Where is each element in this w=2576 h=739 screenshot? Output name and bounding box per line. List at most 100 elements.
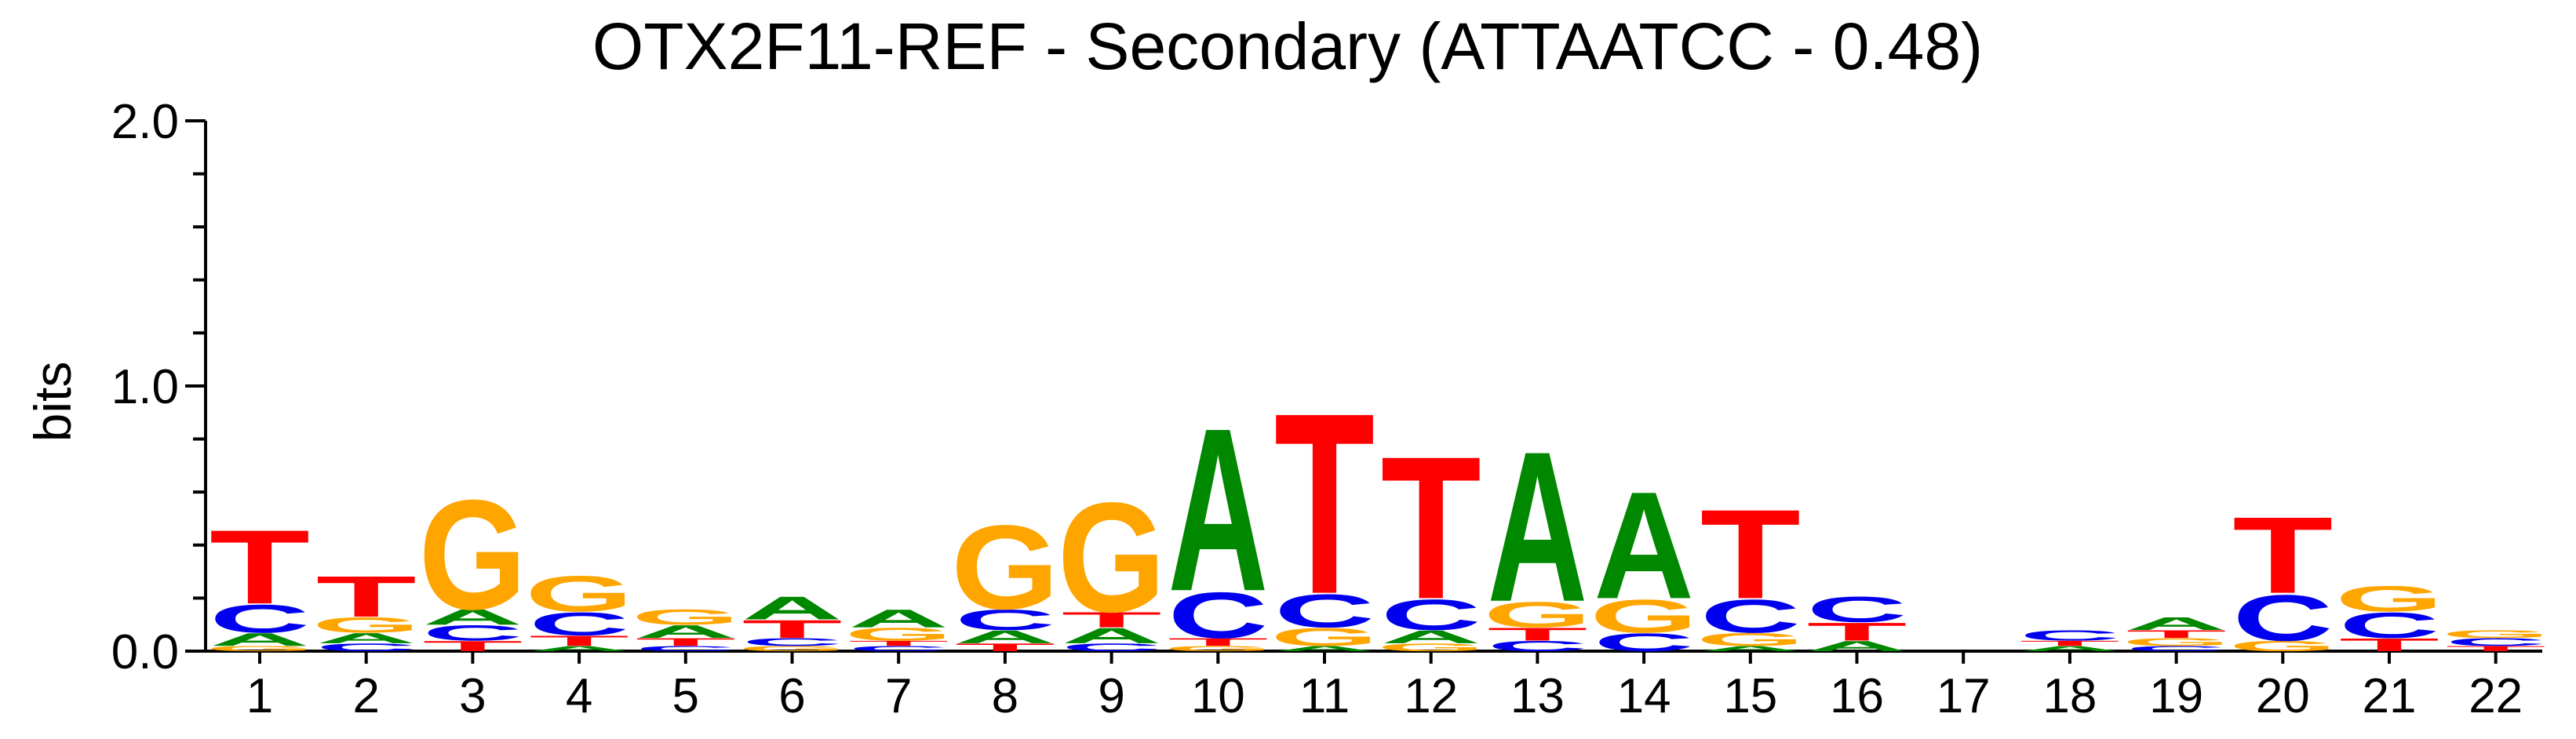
x-tick-label: 1: [246, 669, 273, 723]
logo-letter-C: C: [422, 621, 523, 645]
logo-letter-C: C: [1062, 641, 1162, 653]
logo-letter-T: T: [636, 636, 736, 649]
logo-letter-T: T: [1381, 414, 1481, 642]
logo-letter-T: T: [848, 639, 949, 647]
logo-letter-G: G: [632, 605, 740, 629]
logo-letter-C: C: [2020, 628, 2120, 644]
x-tick-label: 18: [2042, 669, 2097, 723]
logo-letter-A: A: [1274, 645, 1375, 653]
x-tick-label: 11: [1299, 669, 1350, 723]
logo-letter-C: C: [636, 645, 736, 653]
logo-letter-G: G: [844, 624, 953, 645]
logo-letter-G: G: [2442, 628, 2550, 640]
logo-letter-T: T: [1168, 636, 1268, 649]
logo-letter-T: T: [1700, 482, 1801, 625]
logo-letter-T: T: [210, 508, 310, 626]
chart-title: OTX2F11-REF - Secondary (ATTAATCC - 0.48…: [592, 9, 1983, 83]
logo-letter-G: G: [2228, 638, 2337, 654]
logo-letter-T: T: [529, 632, 629, 649]
x-tick-label: 19: [2149, 669, 2203, 723]
logo-letter-T: T: [2126, 628, 2227, 640]
x-tick-label: 13: [1510, 669, 1565, 723]
logo-letter-A: A: [955, 627, 1055, 647]
y-tick-label: 1.0: [111, 360, 179, 414]
x-tick-label: 20: [2256, 669, 2310, 723]
y-axis-label: bits: [24, 362, 82, 442]
logo-letter-A: A: [422, 605, 523, 629]
logo-letter-A: A: [529, 645, 629, 653]
x-tick-label: 17: [1937, 669, 1991, 723]
logo-letter-G: G: [738, 645, 847, 653]
logo-letter-C: C: [1168, 579, 1268, 652]
x-tick-label: 4: [566, 669, 592, 723]
x-tick-label: 7: [885, 669, 912, 723]
logo-letter-C: C: [1700, 590, 1801, 643]
logo-letter-A: A: [1168, 380, 1268, 639]
logo-letter-C: C: [1594, 628, 1694, 657]
letter-stacks: GACTCAGTTCAGATCGCTAGGCTACTGATACGCATGGTCA…: [206, 360, 2550, 657]
y-tick-label: 2.0: [111, 95, 179, 149]
logo-letter-C: C: [210, 596, 310, 641]
logo-letter-A: A: [741, 590, 842, 627]
logo-letter-A: A: [848, 605, 949, 633]
logo-letter-C: C: [741, 636, 842, 649]
logo-letter-G: G: [2335, 579, 2443, 620]
logo-letter-G: G: [1590, 590, 1698, 643]
logo-letter-T: T: [316, 565, 417, 629]
x-tick-label: 10: [1191, 669, 1245, 723]
logo-letter-C: C: [1487, 638, 1587, 654]
logo-letter-G: G: [1377, 641, 1485, 653]
logo-letter-G: G: [206, 645, 314, 653]
logo-letter-G: G: [1164, 645, 1272, 653]
logo-letter-G: G: [2122, 636, 2231, 649]
logo-letter-G: G: [1483, 595, 1591, 635]
logo-letter-G: G: [951, 501, 1059, 635]
logo-letter-T: T: [1487, 624, 1587, 645]
logo-letter-C: C: [1274, 584, 1375, 637]
logo-letter-A: A: [1381, 627, 1481, 647]
x-tick-label: 12: [1404, 669, 1458, 723]
logo-letter-A: A: [1700, 645, 1801, 653]
logo-letter-T: T: [1274, 360, 1375, 648]
logo-letter-G: G: [1696, 629, 1805, 650]
logo-letter-C: C: [1806, 589, 1907, 630]
x-tick-label: 8: [992, 669, 1018, 723]
logo-letter-C: C: [848, 645, 949, 653]
logo-letter-T: T: [422, 638, 523, 654]
logo-letter-C: C: [529, 606, 629, 643]
logo-letter-T: T: [955, 641, 1055, 653]
logo-letter-C: C: [2126, 645, 2227, 653]
y-tick-label: 0.0: [111, 625, 179, 679]
logo-letter-C: C: [955, 604, 1055, 636]
logo-letter-T: T: [2020, 639, 2120, 647]
logo-letter-A: A: [2126, 613, 2227, 634]
x-tick-label: 15: [1723, 669, 1777, 723]
x-tick-label: 16: [1830, 669, 1884, 723]
x-tick-label: 14: [1617, 669, 1671, 723]
logo-letter-A: A: [636, 621, 736, 642]
logo-letter-T: T: [2232, 494, 2333, 616]
axes: 0.01.02.01 2 3 4 5 6 7 8 9 10 11 12 13 14 15 16 17 18 19 20…: [111, 95, 2542, 723]
x-tick-label: 5: [672, 669, 699, 723]
logo-letter-C: C: [2232, 582, 2333, 655]
logo-letter-C: C: [2339, 606, 2439, 646]
logo-letter-A: A: [2020, 645, 2120, 653]
x-tick-label: 2: [352, 669, 379, 723]
x-tick-label: 6: [778, 669, 805, 723]
logo-letter-C: C: [1381, 591, 1481, 639]
logo-letter-T: T: [1806, 617, 1907, 646]
logo-letter-C: C: [316, 641, 417, 653]
logo-letter-A: A: [210, 629, 310, 650]
x-tick-label: 21: [2363, 669, 2417, 723]
logo-letter-T: T: [741, 615, 842, 643]
logo-letter-A: A: [1487, 406, 1587, 646]
logo-letter-T: T: [1062, 607, 1162, 632]
logo-letter-G: G: [1270, 623, 1379, 651]
logo-letter-G: G: [312, 613, 421, 637]
x-tick-label: 9: [1098, 669, 1124, 723]
logo-letter-T: T: [2339, 635, 2439, 655]
logo-letter-A: A: [1594, 461, 1694, 632]
logo-letter-C: C: [2446, 636, 2546, 649]
logo-letter-A: A: [316, 630, 417, 646]
